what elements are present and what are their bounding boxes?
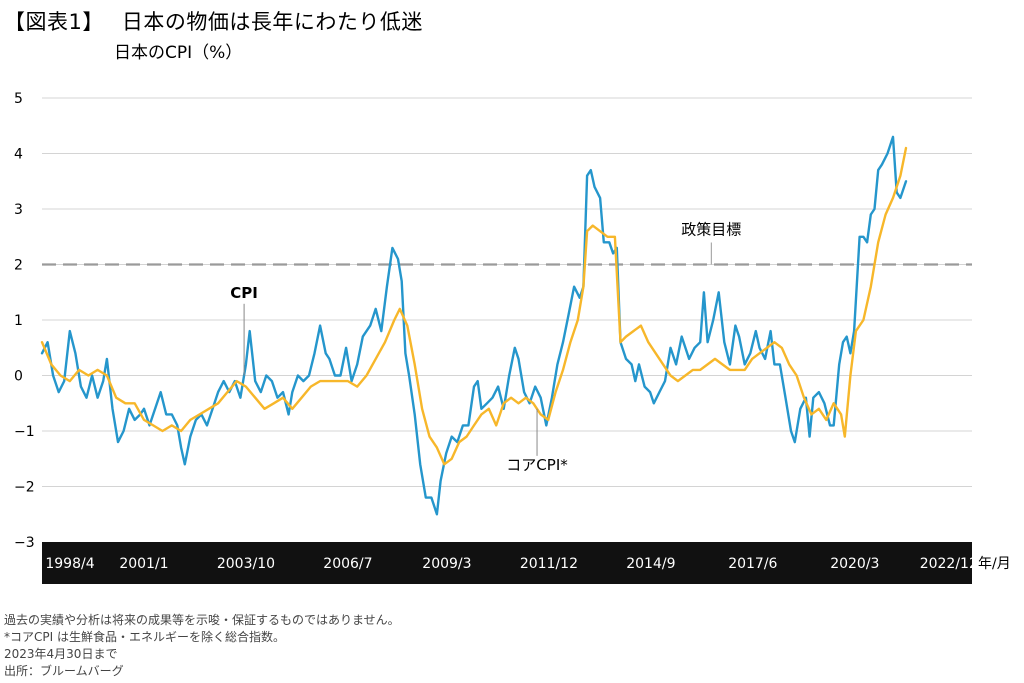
- x-tick-label: 2003/10: [217, 556, 275, 572]
- y-tick-label: 1: [14, 313, 23, 329]
- x-tick-label: 2017/6: [728, 556, 777, 572]
- y-tick-label: 4: [14, 147, 23, 163]
- note-disclaimer: 過去の実績や分析は将来の成果等を示唆・保証するものではありません。: [4, 613, 400, 627]
- annotation-layer: CPI コアCPI*: [230, 284, 568, 474]
- x-tick-label: 2006/7: [323, 556, 372, 572]
- y-tick-label: 0: [14, 369, 23, 385]
- y-tick-label: −3: [14, 535, 35, 551]
- y-tick-label: 5: [14, 91, 23, 107]
- x-axis-band: 1998/4 2001/1 2003/10 2006/7 2009/3 2011/12 20…: [42, 542, 1011, 584]
- x-tick-label: 2009/3: [422, 556, 471, 572]
- note-core-cpi: *コアCPI は生鮮食品・エネルギーを除く総合指数。: [4, 630, 285, 644]
- x-tick-label: 2022/12: [920, 556, 978, 572]
- grid-layer: 5 4 3 2 1 0 −1 −2 −3: [14, 91, 972, 551]
- x-tick-label: 2020/3: [830, 556, 879, 572]
- core-cpi-annotation-label: コアCPI*: [506, 456, 568, 474]
- chart-subtitle: 日本のCPI（%）: [114, 43, 243, 63]
- note-date: 2023年4月30日まで: [4, 647, 118, 661]
- x-tick-label: 2014/9: [626, 556, 675, 572]
- footnotes: 過去の実績や分析は将来の成果等を示唆・保証するものではありません。 *コアCPI…: [4, 612, 400, 680]
- reference-layer: 政策目標: [42, 221, 972, 266]
- cpi-series-line: [40, 135, 908, 516]
- note-source: 出所：ブルームバーグ: [4, 664, 124, 678]
- x-tick-label: 2011/12: [520, 556, 578, 572]
- chart-title: 【図表1】 日本の物価は長年にわたり低迷: [4, 6, 423, 36]
- x-tick-label: 1998/4: [45, 556, 94, 572]
- x-axis-label: 年/月: [978, 556, 1011, 572]
- series-layer: [40, 135, 908, 516]
- y-tick-label: −1: [14, 424, 35, 440]
- cpi-annotation-label: CPI: [230, 284, 258, 302]
- policy-target-label: 政策目標: [681, 221, 741, 239]
- y-tick-label: 2: [14, 258, 23, 274]
- y-tick-label: −2: [14, 480, 35, 496]
- figure-number: 【図表1】: [4, 10, 104, 34]
- title-text: 日本の物価は長年にわたり低迷: [121, 10, 423, 34]
- x-tick-label: 2001/1: [119, 556, 168, 572]
- y-tick-label: 3: [14, 202, 23, 218]
- x-axis-band-rect: [42, 542, 972, 584]
- core-cpi-series-line: [40, 146, 908, 466]
